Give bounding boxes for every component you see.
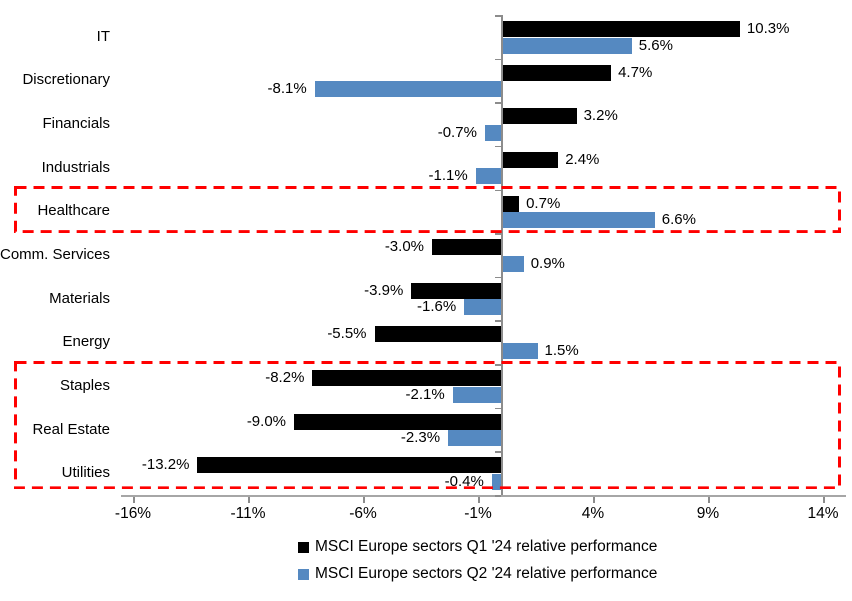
value-label-q2-financials: -0.7% <box>437 123 477 141</box>
x-axis-tick <box>823 497 825 503</box>
bar-q2-materials <box>464 299 501 316</box>
x-tick-label-11: -11% <box>230 505 266 522</box>
bar-q1-energy <box>374 326 501 343</box>
bar-q1-discretionary <box>503 64 612 81</box>
x-tick-label-16: -16% <box>114 505 152 522</box>
value-label-q2-utilities: -0.4% <box>444 472 484 490</box>
legend-swatch-q1-icon <box>298 541 309 553</box>
category-label-healthcare: Healthcare <box>37 202 110 220</box>
value-label-q1-materials: -3.9% <box>364 281 404 299</box>
x-tick-label-4: 4% <box>581 505 605 522</box>
category-label-materials: Materials <box>49 289 110 307</box>
bar-q2-real-estate <box>448 430 501 447</box>
legend-item-q1: MSCI Europe sectors Q1 '24 relative perf… <box>298 538 657 556</box>
y-axis-tick <box>495 364 501 366</box>
bar-q2-it <box>503 37 632 54</box>
legend-item-q2: MSCI Europe sectors Q2 '24 relative perf… <box>298 565 657 583</box>
value-label-q1-energy: -5.5% <box>327 325 367 343</box>
y-axis-tick <box>495 451 501 453</box>
y-axis-tick <box>495 102 501 104</box>
category-label-financials: Financials <box>42 115 110 133</box>
category-label-real-estate: Real Estate <box>32 420 110 438</box>
x-axis-tick <box>478 497 480 503</box>
bar-q2-energy <box>503 342 538 359</box>
x-axis-tick <box>708 497 710 503</box>
bar-q1-financials <box>503 108 577 125</box>
bar-q2-financials <box>484 124 501 141</box>
y-axis-tick <box>495 58 501 61</box>
value-label-q2-comm-services: 0.9% <box>530 254 565 272</box>
value-label-q1-industrials: 2.4% <box>565 150 600 168</box>
bar-q2-industrials <box>475 168 501 185</box>
value-label-q2-discretionary: -8.1% <box>267 80 307 98</box>
y-axis-line <box>501 15 503 497</box>
value-label-q1-it: 10.3% <box>746 20 790 37</box>
value-label-q2-staples: -2.1% <box>405 385 445 403</box>
value-label-q1-utilities: -13.2% <box>141 456 190 474</box>
category-label-industrials: Industrials <box>41 158 110 176</box>
bar-q1-industrials <box>503 151 559 168</box>
bar-q1-materials <box>411 282 501 299</box>
y-axis-tick <box>495 495 501 497</box>
x-tick-label-6: -6% <box>349 505 377 522</box>
x-tick-label-1: -1% <box>464 505 492 522</box>
x-tick-label-9: 9% <box>696 505 720 522</box>
highlight-box-healthcare <box>14 186 841 234</box>
category-label-it: IT <box>96 27 110 45</box>
bar-q2-discretionary <box>314 81 501 98</box>
x-tick-label-14: 14% <box>807 505 839 522</box>
value-label-q2-materials: -1.6% <box>417 298 457 316</box>
legend-label-q2: MSCI Europe sectors Q2 '24 relative perf… <box>315 565 658 582</box>
category-label-staples: Staples <box>59 376 110 394</box>
bar-q2-healthcare <box>503 212 655 229</box>
y-axis-tick <box>495 320 501 322</box>
category-label-energy: Energy <box>62 333 110 351</box>
value-label-q2-it: 5.6% <box>638 36 673 54</box>
value-label-q1-real-estate: -9.0% <box>246 412 286 430</box>
x-axis-tick <box>133 497 135 503</box>
value-label-q1-financials: 3.2% <box>583 107 618 125</box>
bar-q1-staples <box>312 370 501 387</box>
y-axis-tick <box>495 407 501 410</box>
x-axis-line <box>121 495 846 497</box>
value-label-q1-staples: -8.2% <box>265 369 305 387</box>
y-axis-tick <box>495 189 501 192</box>
value-label-q1-comm-services: -3.0% <box>384 238 424 256</box>
x-axis-tick <box>248 497 250 503</box>
category-label-utilities: Utilities <box>61 464 110 482</box>
value-label-q2-healthcare: 6.6% <box>661 211 696 229</box>
bar-q2-comm-services <box>503 255 524 272</box>
y-axis-tick <box>495 276 501 279</box>
y-axis-tick <box>495 15 501 17</box>
value-label-q1-healthcare: 0.7% <box>526 194 561 212</box>
bar-q2-staples <box>452 386 501 403</box>
bar-q1-healthcare <box>503 195 520 212</box>
x-axis-tick <box>593 497 595 503</box>
bar-q2-utilities <box>491 473 501 490</box>
bar-q1-real-estate <box>294 413 501 430</box>
category-label-comm-services: Comm. Services <box>0 246 111 263</box>
value-label-q1-discretionary: 4.7% <box>618 63 653 81</box>
value-label-q2-industrials: -1.1% <box>428 167 468 185</box>
bar-q1-comm-services <box>432 239 501 256</box>
value-label-q2-real-estate: -2.3% <box>400 429 441 447</box>
value-label-q2-energy: 1.5% <box>544 341 579 359</box>
x-axis-tick <box>363 497 365 503</box>
y-axis-tick <box>495 145 501 148</box>
legend-swatch-q2-icon <box>298 568 309 580</box>
category-label-discretionary: Discretionary <box>22 71 110 89</box>
bar-q1-utilities <box>197 457 501 474</box>
legend: MSCI Europe sectors Q1 '24 relative perf… <box>298 538 657 583</box>
y-axis-tick <box>495 233 501 235</box>
bar-q1-it <box>503 21 740 37</box>
legend-label-q1: MSCI Europe sectors Q1 '24 relative perf… <box>315 538 658 555</box>
